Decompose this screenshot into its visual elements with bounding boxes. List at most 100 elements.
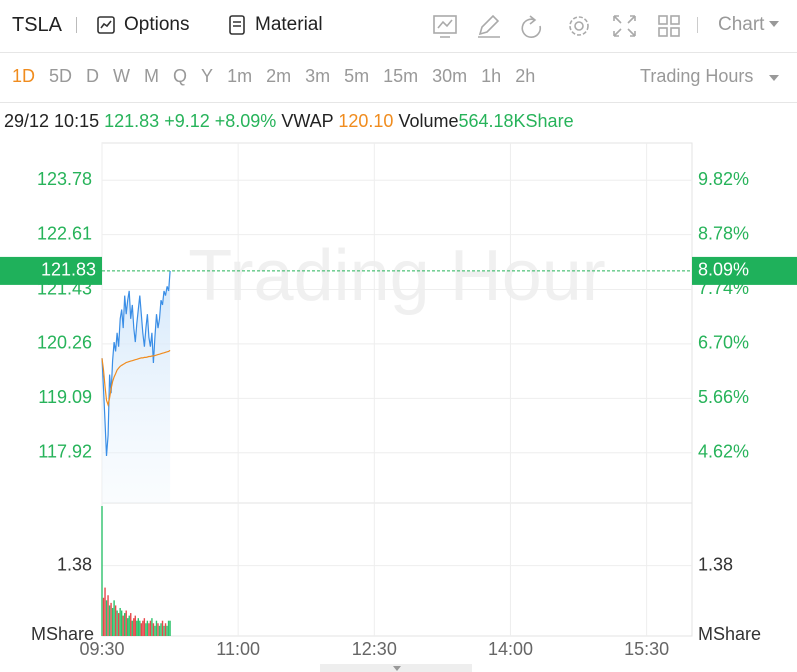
symbol[interactable]: TSLA	[12, 14, 63, 36]
volume-bar	[101, 506, 103, 636]
volume-unit: MShare	[698, 624, 761, 644]
tool-icons	[433, 14, 680, 38]
timeframe[interactable]: W	[113, 66, 131, 86]
volume-bar	[155, 620, 158, 636]
volume-bar	[151, 618, 153, 636]
volume-bar	[145, 623, 147, 636]
volume-bar	[161, 620, 164, 636]
y-tick-label: 120.26	[37, 333, 92, 353]
volume-bar	[104, 587, 106, 636]
volume-bar	[110, 602, 112, 636]
timeframe[interactable]: Q	[173, 66, 188, 86]
volume-bar	[169, 620, 171, 636]
vwap-line	[101, 349, 171, 408]
datetime: 29/12 10:15	[4, 111, 100, 131]
timeframe[interactable]: 2m	[266, 66, 292, 86]
volume-bar	[133, 618, 135, 636]
volume-tick-label: 1.38	[57, 554, 92, 574]
volume-bar	[164, 623, 167, 636]
timeframe-bar: Trading Hours 1D 5D D W M Q Y 1m 2m 3m 5m 15m 30m 1h 2…	[0, 53, 797, 103]
volume-bar	[116, 610, 118, 636]
change: +9.12	[164, 111, 210, 131]
quote-bar: 29/12 10:15 121.83 +9.12 +8.09% VWAP 120…	[4, 111, 574, 132]
x-tick-label: 15:30	[624, 639, 669, 659]
toolbar: TSLA Options Material Chart	[0, 0, 797, 53]
volume-bar	[134, 615, 136, 636]
volume-bar	[120, 610, 123, 636]
price-line	[101, 270, 171, 457]
timeframe[interactable]: 5D	[49, 66, 73, 86]
plot-frame	[101, 142, 693, 637]
x-tick-label: 11:00	[216, 639, 260, 659]
volume-bar	[167, 620, 170, 636]
timeframe[interactable]: 15m	[383, 66, 419, 86]
volume-bar	[157, 623, 159, 636]
volume-bar	[122, 615, 124, 636]
volume-bar	[102, 597, 105, 636]
watermark: Trading Hour	[188, 236, 606, 316]
volume-bar	[114, 605, 117, 636]
volume-bar	[111, 607, 114, 636]
y-tick-label: 122.61	[37, 223, 92, 243]
volume-bar	[128, 615, 130, 636]
session-menu[interactable]: Trading Hours	[640, 66, 754, 86]
pct-tag-label: 8.09%	[698, 260, 749, 280]
timeframe[interactable]: 1m	[227, 66, 253, 86]
volume-bar	[149, 620, 152, 636]
caret	[769, 75, 779, 81]
volume-bar	[163, 625, 165, 636]
price-area	[102, 270, 171, 503]
timeframe[interactable]: 3m	[305, 66, 331, 86]
price-tag	[0, 256, 102, 285]
volume-bar	[143, 618, 146, 636]
volume-bar	[131, 620, 133, 636]
pct-tag	[692, 256, 797, 285]
scroll-caret	[393, 666, 401, 671]
timeframe[interactable]: M	[144, 66, 160, 86]
volume-bar	[123, 613, 126, 636]
volume-bar	[125, 610, 127, 636]
vwap: 120.10	[338, 111, 394, 131]
volume-bar	[146, 620, 149, 636]
volume-bar	[148, 623, 150, 636]
options[interactable]: Options	[124, 14, 190, 35]
y-tick-label: 123.78	[37, 169, 92, 189]
timeframe[interactable]: Y	[201, 66, 214, 86]
chart-menu[interactable]: Chart	[718, 14, 765, 35]
volume: 564.18KShare	[458, 111, 574, 131]
volume-bar	[160, 623, 162, 636]
material-icon	[229, 15, 245, 35]
volume-unit: MShare	[31, 624, 94, 644]
volume-bar	[137, 618, 140, 636]
y2-tick-label: 4.62%	[698, 441, 749, 461]
timeframe[interactable]: 1D	[12, 66, 36, 86]
volume-bar	[154, 625, 156, 636]
volume-bar	[105, 600, 108, 636]
volume-bar	[142, 620, 144, 636]
timeframe[interactable]: 2h	[515, 66, 536, 86]
timeframe[interactable]: 30m	[432, 66, 468, 86]
volume-bar	[140, 623, 143, 636]
timeframe[interactable]: D	[86, 66, 100, 86]
volume-bar	[139, 620, 141, 636]
y-tick-label: 119.09	[38, 387, 92, 407]
timeframe[interactable]: 1h	[481, 66, 502, 86]
price: 121.83	[104, 111, 160, 131]
volume-bar	[166, 625, 168, 636]
y-tick-label: 117.92	[38, 442, 92, 462]
x-tick-label: 12:30	[352, 639, 397, 659]
material[interactable]: Material	[255, 14, 323, 35]
volume-label: Volume	[398, 111, 459, 131]
x-tick-label: 09:30	[79, 639, 124, 659]
volume-bar	[130, 613, 132, 636]
change-pct: +8.09%	[214, 111, 277, 131]
volume-bar	[136, 620, 138, 636]
options-icon	[97, 16, 115, 34]
volume-bar	[158, 625, 161, 636]
timeframe[interactable]: 5m	[344, 66, 370, 86]
volume-bar	[113, 600, 115, 636]
x-tick-label: 14:00	[488, 639, 533, 659]
caret	[769, 21, 779, 27]
